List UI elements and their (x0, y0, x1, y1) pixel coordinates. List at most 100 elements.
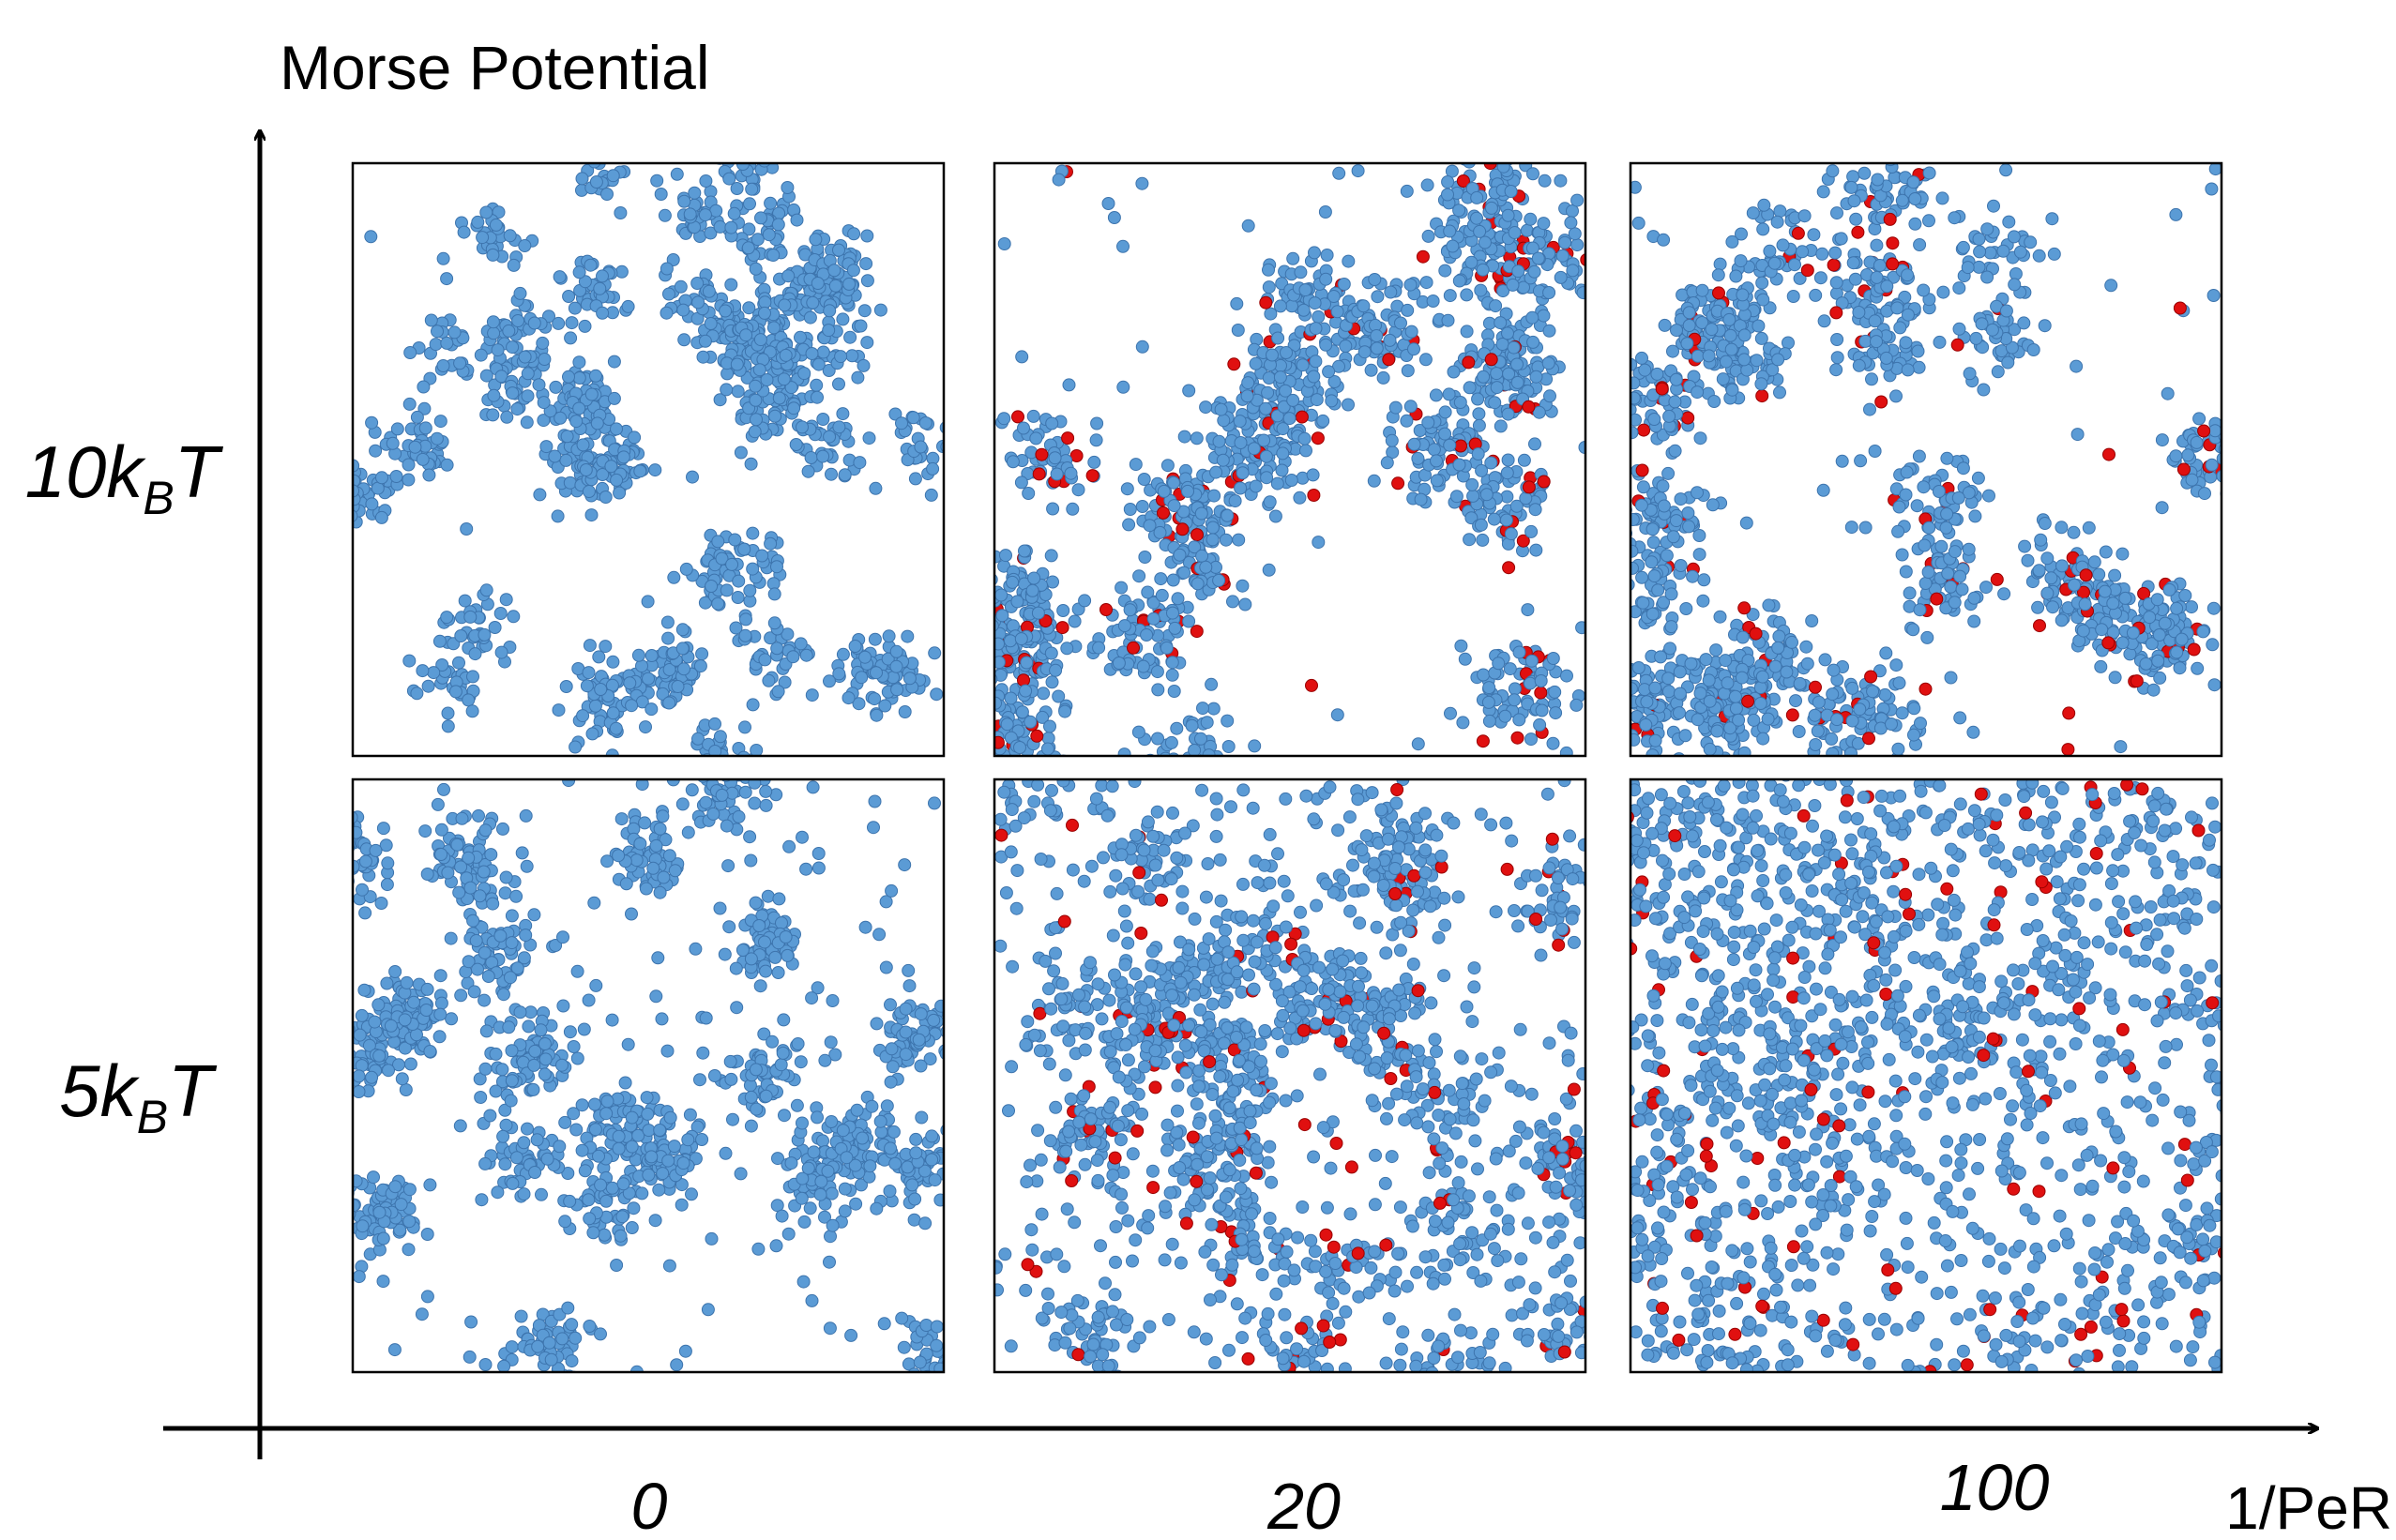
particle (521, 416, 533, 429)
particle (1849, 273, 1861, 285)
particle (1263, 564, 1275, 576)
particle (700, 175, 712, 188)
particle (662, 632, 675, 644)
particle (434, 415, 447, 428)
particle (480, 370, 493, 382)
particle (2079, 598, 2091, 611)
particle (345, 510, 357, 522)
particle (611, 474, 623, 486)
particle (1827, 664, 1840, 676)
particle (1556, 249, 1569, 262)
particle (595, 684, 607, 696)
particle (699, 335, 711, 347)
particle (2083, 521, 2095, 534)
particle (768, 617, 781, 629)
particle (1236, 467, 1249, 479)
x-tick-label: 0 (631, 1470, 668, 1540)
particle (1067, 503, 1079, 515)
particle (1588, 747, 1600, 759)
particle (978, 652, 991, 664)
particle (1045, 550, 1057, 562)
particle (1309, 297, 1321, 310)
particle (811, 278, 824, 290)
particle (1896, 194, 1908, 206)
particle (2152, 655, 2164, 667)
particle (2109, 569, 2121, 581)
particle (492, 344, 504, 356)
particle (1477, 534, 1489, 546)
particle (952, 653, 964, 665)
particle (748, 149, 760, 161)
particle (1518, 454, 1530, 466)
particle (1250, 480, 1262, 492)
particle (1884, 213, 1896, 225)
particle (756, 550, 768, 562)
particle (896, 417, 908, 430)
particle (2225, 444, 2237, 456)
particle (366, 498, 378, 510)
particle (737, 751, 750, 763)
particle (1869, 315, 1881, 327)
particle (563, 291, 575, 303)
particle (1285, 475, 1297, 487)
particle (1657, 764, 1669, 777)
particle (430, 339, 442, 351)
particle (730, 150, 742, 162)
particle (1422, 416, 1434, 429)
particle (599, 491, 612, 504)
particle (1233, 534, 1245, 546)
particle (2235, 440, 2247, 452)
particle (1191, 578, 1204, 590)
particle (977, 610, 989, 622)
particle (2116, 548, 2129, 560)
particle (1195, 507, 1207, 520)
particle (1755, 332, 1767, 344)
particle (1618, 679, 1630, 691)
particle (1772, 354, 1784, 366)
particle (804, 311, 816, 324)
particle (1909, 218, 1921, 230)
particle (1015, 476, 1027, 489)
particle (2008, 231, 2020, 243)
particle (1357, 300, 1370, 312)
particle (1523, 400, 1535, 413)
particle (2171, 602, 2183, 614)
particle (2000, 164, 2012, 176)
particle (1286, 300, 1298, 312)
particle (1645, 756, 1657, 768)
particle (833, 378, 845, 390)
particle (1535, 675, 1547, 687)
particle (448, 326, 461, 339)
particle (1733, 714, 1745, 726)
particle (1696, 284, 1708, 296)
particle (1210, 466, 1222, 478)
particle (1891, 302, 1903, 314)
particle (1175, 757, 1188, 769)
particle (617, 451, 629, 463)
particle (490, 1085, 502, 1097)
particle (536, 1188, 548, 1200)
particle (1152, 732, 1164, 745)
particle (1152, 684, 1164, 696)
particle (1483, 715, 1495, 727)
particle (2147, 684, 2160, 696)
particle (1419, 354, 1432, 366)
particle (907, 412, 919, 424)
particle (1902, 309, 1914, 321)
particle (847, 264, 859, 277)
particle (1141, 629, 1153, 642)
particle (745, 147, 757, 159)
particle (1263, 281, 1275, 294)
particle (1215, 403, 1227, 415)
particle (1601, 717, 1614, 730)
particle (1217, 454, 1229, 466)
particle (2009, 268, 2022, 280)
particle (712, 597, 724, 610)
particle (1616, 686, 1629, 698)
particle (925, 489, 937, 501)
particle (1789, 259, 1801, 271)
particle (676, 642, 689, 655)
particle (1992, 366, 2004, 378)
particle (1412, 738, 1424, 750)
particle (1241, 390, 1253, 402)
